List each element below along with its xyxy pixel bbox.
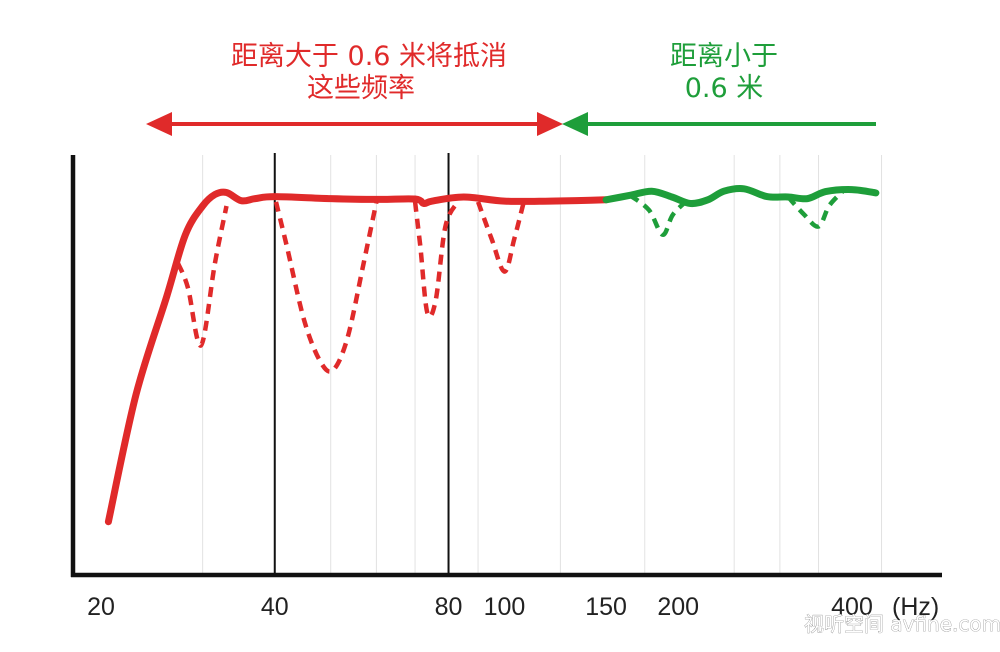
red-solid-series-0	[104, 188, 610, 526]
svg-text:视听空间 avfine.com: 视听空间 avfine.com	[804, 612, 1000, 636]
green-annotation-line1: 距离小于	[670, 41, 778, 72]
green-solid-series-5	[602, 185, 880, 208]
red-annotation-line1: 距离大于 0.6 米将抵消	[231, 41, 507, 72]
red-dashed-series-4	[475, 201, 526, 274]
x-tick-label-400: 400	[831, 593, 873, 621]
x-tick-label-40: 40	[261, 593, 289, 621]
green-annotation-line2: 0.6 米	[685, 73, 764, 104]
red-annotation-line2: 这些频率	[307, 73, 415, 104]
x-tick-label-100: 100	[484, 593, 526, 621]
red-range-arrow	[146, 112, 563, 136]
x-tick-label-150: 150	[585, 593, 627, 621]
grid-lines	[202, 155, 883, 575]
x-tick-labels: 20 40 80 100 150 200 400	[87, 593, 873, 621]
green-dashed-series-6	[628, 193, 693, 237]
green-dashed-series-7	[786, 190, 845, 229]
x-tick-label-20: 20	[87, 593, 115, 621]
reference-lines	[273, 153, 450, 575]
series-layer	[104, 185, 880, 526]
x-unit-label: (Hz)	[892, 593, 939, 621]
red-dashed-series-2	[273, 201, 379, 374]
red-dashed-series-1	[176, 205, 229, 348]
x-tick-label-200: 200	[657, 593, 699, 621]
x-tick-label-80: 80	[435, 593, 463, 621]
watermark: 视听空间 avfine.com	[804, 612, 1000, 637]
green-range-arrow	[562, 112, 876, 136]
red-dashed-series-3	[412, 200, 460, 319]
